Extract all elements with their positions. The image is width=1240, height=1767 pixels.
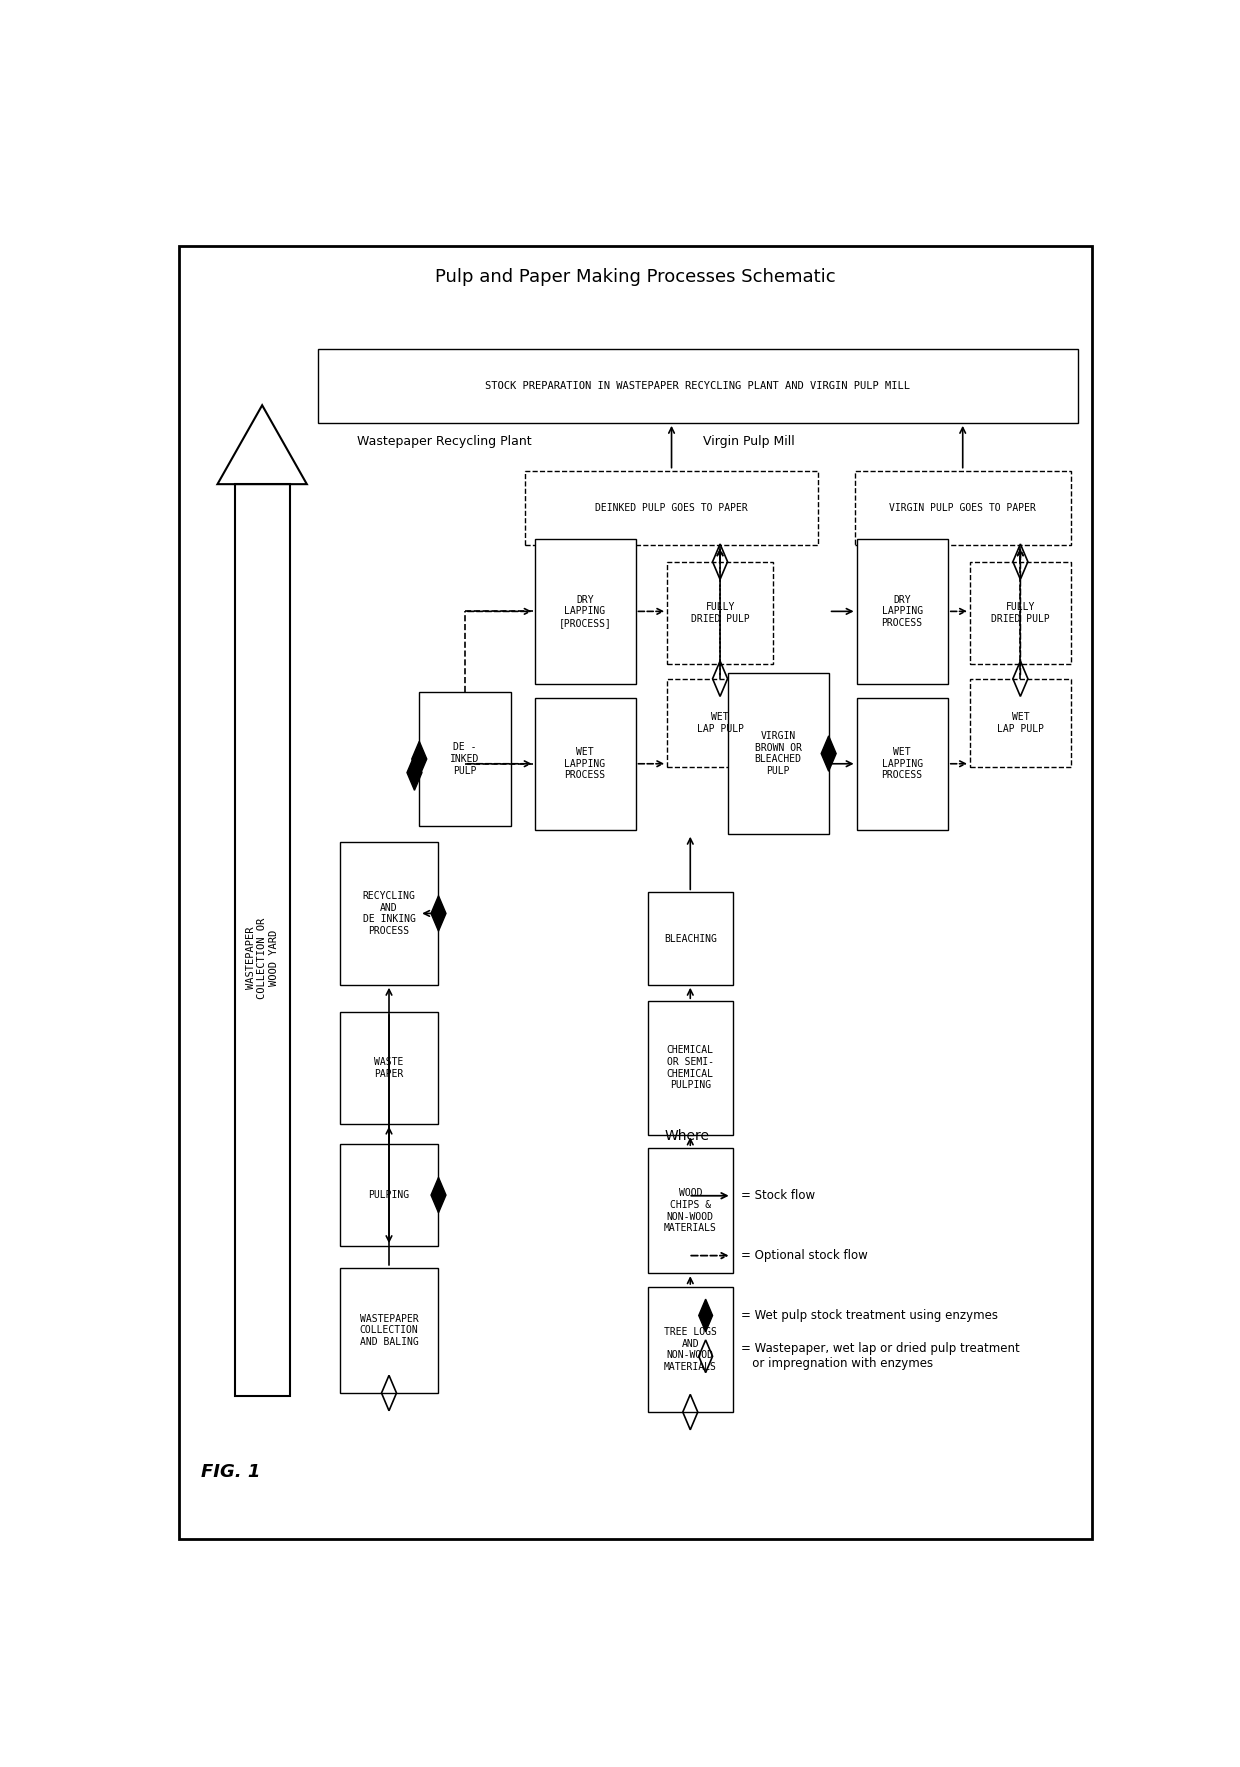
Text: DEINKED PULP GOES TO PAPER: DEINKED PULP GOES TO PAPER [595, 504, 748, 512]
Text: WET
LAP PULP: WET LAP PULP [697, 712, 744, 733]
Text: BLEACHING: BLEACHING [663, 933, 717, 944]
FancyBboxPatch shape [179, 246, 1092, 1539]
FancyBboxPatch shape [728, 673, 828, 834]
FancyBboxPatch shape [854, 470, 1071, 546]
Text: TREE LOGS
AND
NON-WOOD
MATERIALS: TREE LOGS AND NON-WOOD MATERIALS [663, 1327, 717, 1371]
FancyBboxPatch shape [857, 539, 947, 684]
Text: DRY
LAPPING
PROCESS: DRY LAPPING PROCESS [882, 595, 923, 627]
FancyBboxPatch shape [419, 693, 511, 825]
Text: WET
LAPPING
PROCESS: WET LAPPING PROCESS [564, 747, 605, 781]
Polygon shape [432, 1177, 446, 1212]
FancyBboxPatch shape [667, 679, 773, 767]
Text: WASTE
PAPER: WASTE PAPER [374, 1057, 404, 1078]
FancyBboxPatch shape [340, 1143, 439, 1246]
FancyBboxPatch shape [340, 843, 439, 984]
Text: WASTEPAPER
COLLECTION
AND BALING: WASTEPAPER COLLECTION AND BALING [360, 1315, 418, 1346]
Polygon shape [412, 742, 427, 777]
FancyBboxPatch shape [534, 539, 635, 684]
Text: Virgin Pulp Mill: Virgin Pulp Mill [703, 435, 795, 449]
Polygon shape [432, 896, 446, 931]
Text: DRY
LAPPING
[PROCESS]: DRY LAPPING [PROCESS] [558, 595, 611, 627]
FancyBboxPatch shape [857, 698, 947, 830]
Text: DE -
INKED
PULP: DE - INKED PULP [450, 742, 480, 776]
FancyBboxPatch shape [234, 484, 290, 1396]
Text: VIRGIN PULP GOES TO PAPER: VIRGIN PULP GOES TO PAPER [889, 504, 1037, 512]
FancyBboxPatch shape [525, 470, 818, 546]
Text: = Stock flow: = Stock flow [742, 1189, 816, 1202]
Text: WOOD
CHIPS &
NON-WOOD
MATERIALS: WOOD CHIPS & NON-WOOD MATERIALS [663, 1189, 717, 1233]
Text: Where: Where [665, 1129, 709, 1143]
FancyBboxPatch shape [649, 1002, 733, 1134]
FancyBboxPatch shape [534, 698, 635, 830]
Text: VIRGIN
BROWN OR
BLEACHED
PULP: VIRGIN BROWN OR BLEACHED PULP [755, 732, 802, 776]
Text: WET
LAP PULP: WET LAP PULP [997, 712, 1044, 733]
FancyBboxPatch shape [649, 892, 733, 984]
FancyBboxPatch shape [649, 1149, 733, 1274]
FancyBboxPatch shape [667, 562, 773, 664]
Text: = Optional stock flow: = Optional stock flow [742, 1249, 868, 1262]
Text: WASTEPAPER
COLLECTION OR
WOOD YARD: WASTEPAPER COLLECTION OR WOOD YARD [246, 917, 279, 998]
Text: FIG. 1: FIG. 1 [201, 1463, 260, 1481]
Text: Pulp and Paper Making Processes Schematic: Pulp and Paper Making Processes Schemati… [435, 269, 836, 286]
Text: PULPING: PULPING [368, 1189, 409, 1200]
Text: CHEMICAL
OR SEMI-
CHEMICAL
PULPING: CHEMICAL OR SEMI- CHEMICAL PULPING [667, 1046, 714, 1090]
Text: Wastepaper Recycling Plant: Wastepaper Recycling Plant [357, 435, 532, 449]
FancyBboxPatch shape [649, 1286, 733, 1412]
FancyBboxPatch shape [970, 679, 1071, 767]
FancyBboxPatch shape [340, 1012, 439, 1124]
Text: FULLY
DRIED PULP: FULLY DRIED PULP [691, 603, 749, 624]
Text: = Wet pulp stock treatment using enzymes: = Wet pulp stock treatment using enzymes [742, 1309, 998, 1322]
Text: RECYCLING
AND
DE INKING
PROCESS: RECYCLING AND DE INKING PROCESS [362, 891, 415, 937]
Polygon shape [821, 735, 836, 770]
FancyBboxPatch shape [970, 562, 1071, 664]
Text: WET
LAPPING
PROCESS: WET LAPPING PROCESS [882, 747, 923, 781]
FancyBboxPatch shape [319, 350, 1078, 422]
Text: = Wastepaper, wet lap or dried pulp treatment
   or impregnation with enzymes: = Wastepaper, wet lap or dried pulp trea… [742, 1343, 1021, 1369]
Text: FULLY
DRIED PULP: FULLY DRIED PULP [991, 603, 1050, 624]
Polygon shape [407, 755, 422, 790]
Polygon shape [698, 1299, 713, 1332]
FancyBboxPatch shape [340, 1269, 439, 1392]
Text: STOCK PREPARATION IN WASTEPAPER RECYCLING PLANT AND VIRGIN PULP MILL: STOCK PREPARATION IN WASTEPAPER RECYCLIN… [486, 382, 910, 391]
